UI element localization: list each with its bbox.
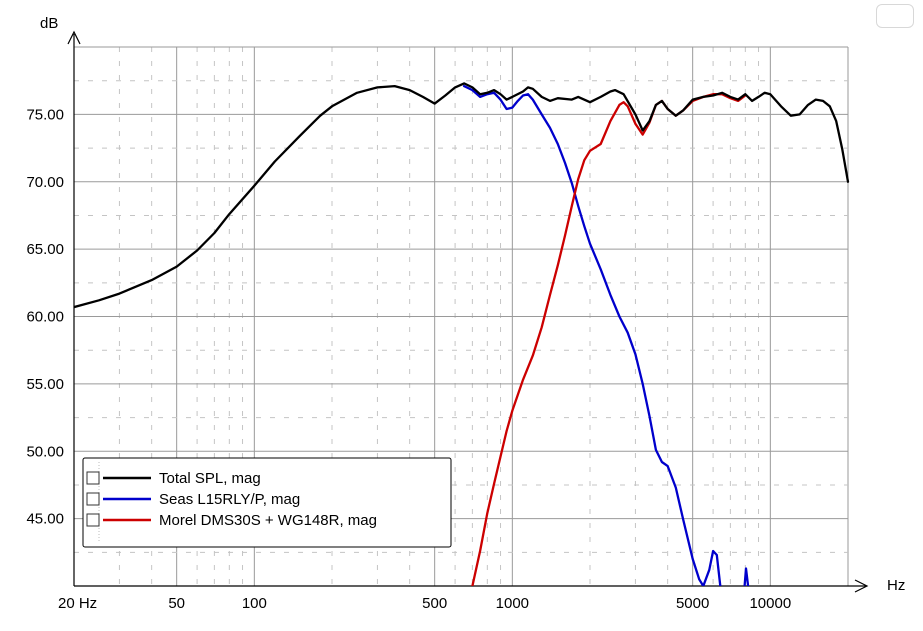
plot-area <box>74 82 850 586</box>
series-line-seas-l15rly-p-mag <box>462 84 722 586</box>
y-tick-label: 60.00 <box>26 309 64 326</box>
x-tick-label: 20 Hz <box>58 595 97 612</box>
legend-checkbox[interactable] <box>86 513 100 527</box>
legend[interactable]: Total SPL, mag Seas L15RLY/P, mag Morel DM… <box>82 457 452 548</box>
x-tick-label: 500 <box>422 595 447 612</box>
legend-label: Total SPL, mag <box>159 470 261 487</box>
y-axis-arrow <box>67 30 81 45</box>
x-axis-unit-label: Hz <box>887 577 905 594</box>
x-tick-label: 50 <box>168 595 185 612</box>
series-line-seas-l15rly-p-mag <box>743 567 750 586</box>
x-axis-arrow <box>854 579 869 593</box>
x-tick-label: 10000 <box>749 595 791 612</box>
x-tick-label: 5000 <box>676 595 709 612</box>
corner-button[interactable] <box>876 4 914 28</box>
legend-label: Morel DMS30S + WG148R, mag <box>159 512 377 529</box>
y-tick-label: 65.00 <box>26 241 64 258</box>
y-axis-unit-label: dB <box>40 15 58 32</box>
y-tick-label: 50.00 <box>26 443 64 460</box>
y-tick-labels: 75.00 70.00 65.00 60.00 55.00 50.00 45.00 <box>26 106 64 527</box>
x-tick-label: 1000 <box>496 595 529 612</box>
x-tick-label: 100 <box>242 595 267 612</box>
axes: dB Hz <box>40 15 905 594</box>
y-tick-label: 45.00 <box>26 511 64 528</box>
legend-box <box>82 457 452 548</box>
y-tick-label: 70.00 <box>26 174 64 191</box>
legend-label: Seas L15RLY/P, mag <box>159 491 300 508</box>
legend-checkbox[interactable] <box>86 492 100 506</box>
legend-checkbox[interactable] <box>86 471 100 485</box>
y-tick-label: 55.00 <box>26 376 64 393</box>
series-line-total-spl-mag <box>74 82 850 309</box>
series-line-morel-dms30s-wg148r-mag <box>471 93 747 586</box>
x-tick-labels: 20 Hz 50 100 500 1000 5000 10000 <box>58 595 791 612</box>
y-tick-label: 75.00 <box>26 106 64 123</box>
